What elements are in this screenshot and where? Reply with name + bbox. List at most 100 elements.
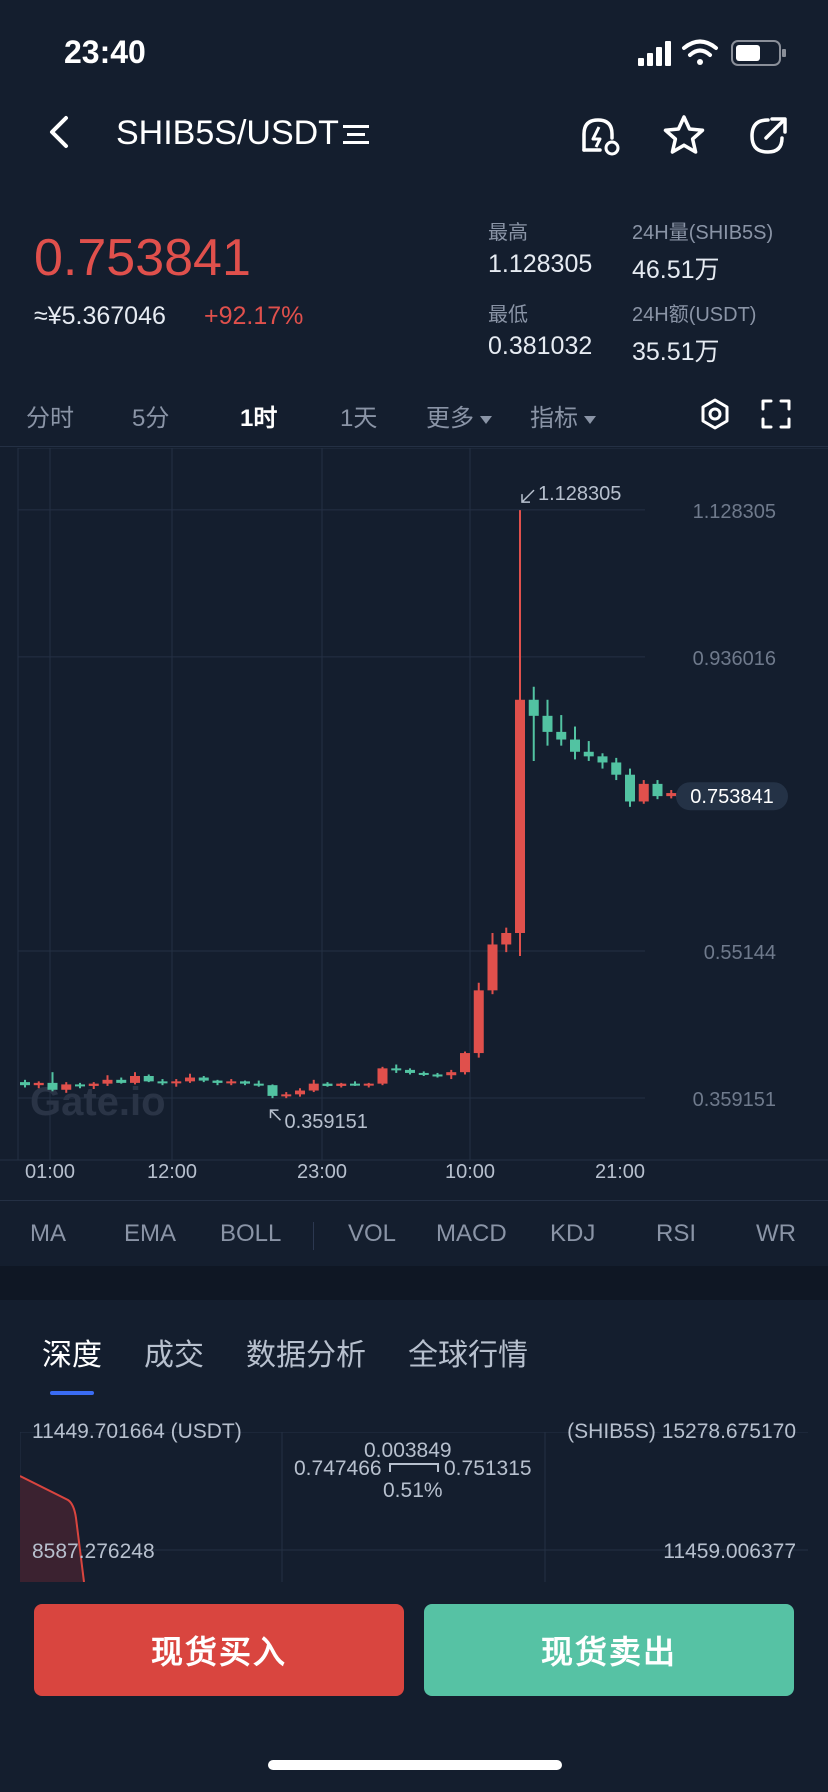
back-icon[interactable] <box>40 112 80 152</box>
tab-more[interactable]: 更多 <box>426 398 492 433</box>
x-tick-label: 23:00 <box>297 1161 347 1183</box>
pair-selector[interactable]: SHIB5S/USDT <box>116 114 371 153</box>
candle <box>363 1082 374 1088</box>
candle <box>116 1077 127 1084</box>
candles <box>20 510 690 1099</box>
candle <box>33 1081 44 1089</box>
low-value: 0.381032 <box>488 332 593 360</box>
indicator-boll[interactable]: BOLL <box>220 1220 282 1247</box>
candle <box>391 1064 402 1073</box>
candle <box>157 1079 168 1086</box>
pair-title: SHIB5S/USDT <box>116 114 339 152</box>
chart-settings-icon[interactable] <box>698 397 732 431</box>
tab-global-market[interactable]: 全球行情 <box>408 1339 528 1372</box>
indicator-ma[interactable]: MA <box>30 1220 66 1247</box>
tab-depth[interactable]: 深度 <box>42 1339 102 1372</box>
sell-button[interactable]: 现货卖出 <box>424 1604 794 1696</box>
x-axis-labels: 01:00 12:00 23:00 10:00 21:00 <box>25 1161 645 1183</box>
candle <box>583 741 594 761</box>
candle <box>75 1082 85 1089</box>
depth-right-max: (SHIB5S) 15278.675170 <box>567 1420 796 1443</box>
indicator-vol[interactable]: VOL <box>348 1220 397 1247</box>
tab-indicators[interactable]: 指标 <box>530 398 596 433</box>
home-indicator <box>268 1760 562 1770</box>
candle <box>322 1082 333 1087</box>
candle <box>638 780 649 804</box>
tab-data-analysis[interactable]: 数据分析 <box>246 1339 366 1372</box>
amount-value: 35.51万 <box>632 338 720 366</box>
tab-indicators-label: 指标 <box>530 405 578 432</box>
high-label: 最高 <box>488 222 528 244</box>
candle <box>295 1088 305 1097</box>
candle <box>267 1084 278 1099</box>
candle <box>473 982 484 1058</box>
candle <box>102 1075 113 1086</box>
chevron-down-icon <box>584 415 596 424</box>
tab-trades[interactable]: 成交 <box>144 1339 204 1372</box>
indicator-wr[interactable]: WR <box>756 1220 796 1247</box>
volume-label: 24H量(SHIB5S) <box>632 222 774 244</box>
candle <box>143 1074 154 1083</box>
max-price-label: 1.128305 <box>538 483 621 505</box>
last-price: 0.753841 <box>34 229 251 287</box>
y-tick-label: 1.128305 <box>693 501 776 523</box>
spread-bracket <box>389 1463 439 1472</box>
indicator-rsi[interactable]: RSI <box>656 1220 697 1247</box>
tab-more-label: 更多 <box>426 405 474 432</box>
volume-value: 46.51万 <box>632 256 720 284</box>
depth-bid: 0.747466 <box>294 1457 382 1480</box>
status-icons <box>638 39 786 66</box>
candle <box>652 780 663 800</box>
chart-grid <box>0 448 828 1161</box>
depth-spread-pct: 0.51% <box>383 1479 443 1502</box>
depth-ask: 0.751315 <box>444 1457 532 1480</box>
candle <box>47 1072 58 1092</box>
x-tick-label: 21:00 <box>595 1161 645 1183</box>
candle <box>625 768 635 807</box>
bottom-panel <box>0 1300 828 1792</box>
price-alert-icon[interactable] <box>574 112 622 160</box>
indicator-kdj[interactable]: KDJ <box>550 1220 596 1247</box>
y-tick-label: 0.55144 <box>704 942 776 964</box>
tab-timeshare[interactable]: 分时 <box>26 405 74 432</box>
indicator-ema[interactable]: EMA <box>124 1220 177 1247</box>
tab-1h[interactable]: 1时 <box>240 405 278 432</box>
candle <box>253 1080 264 1087</box>
bid-depth-area <box>20 1476 84 1582</box>
depth-spread: 0.003849 <box>364 1439 452 1462</box>
candlestick-chart[interactable]: Gate.io 1.1283050.9360160.551440.359151 … <box>0 448 828 1200</box>
candle <box>171 1079 182 1087</box>
candle <box>570 726 580 760</box>
x-tick-label: 10:00 <box>445 1161 495 1183</box>
bid-depth-line <box>20 1475 85 1582</box>
candle <box>542 699 553 746</box>
candle <box>20 1079 30 1088</box>
current-price-badge <box>676 782 788 811</box>
menu-lines-icon <box>342 125 369 145</box>
y-axis-labels: 1.128305 0.936016 0.55144 0.359151 <box>693 501 776 1111</box>
tab-5m[interactable]: 5分 <box>132 405 170 432</box>
min-price-label: 0.359151 <box>285 1111 368 1133</box>
indicator-macd[interactable]: MACD <box>436 1220 507 1247</box>
change-percent: +92.17% <box>204 302 304 330</box>
x-tick-label: 01:00 <box>25 1161 75 1183</box>
signal-icon <box>638 41 671 66</box>
status-time: 23:40 <box>64 34 146 70</box>
candle <box>405 1068 415 1075</box>
y-tick-label: 0.936016 <box>693 648 776 670</box>
candle <box>515 510 525 956</box>
depth-left-mid: 8587.276248 <box>32 1540 155 1563</box>
favorite-star-icon[interactable] <box>660 112 708 160</box>
share-icon[interactable] <box>744 112 792 160</box>
indicator-divider <box>313 1222 314 1250</box>
candle <box>487 933 498 995</box>
section-divider <box>0 1266 828 1300</box>
depth-left-max: 11449.701664 (USDT) <box>32 1420 242 1443</box>
fullscreen-icon[interactable] <box>760 398 792 430</box>
chart-annotations: 1.128305 0.359151 0.753841 <box>269 483 788 1133</box>
buy-button[interactable]: 现货买入 <box>34 1604 404 1696</box>
candle <box>130 1072 140 1085</box>
candle <box>336 1082 347 1088</box>
tab-1d[interactable]: 1天 <box>340 405 378 432</box>
candle <box>528 686 539 761</box>
